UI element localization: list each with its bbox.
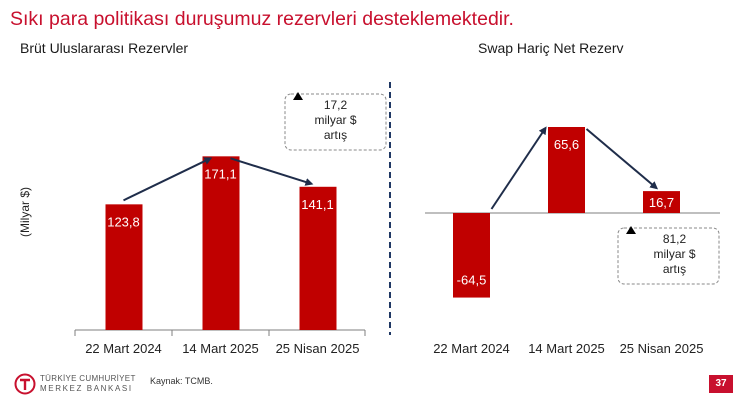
- left-trend-arrow: [230, 157, 314, 186]
- right-category-label: 22 Mart 2024: [433, 341, 510, 356]
- left-bar-value-label: 171,1: [204, 166, 237, 181]
- tcmb-logo: TÜRKİYE CUMHURİYET MERKEZ BANKASI: [14, 372, 144, 398]
- right-chart: -64,5 22 Mart 2024 65,6 14 Mart 2025 16,7 25 …: [425, 126, 720, 356]
- right-bar: [643, 191, 680, 213]
- right-annotation-line: 81,2: [663, 232, 687, 246]
- left-chart: 123,8 22 Mart 2024 171,1 14 Mart 2025 141,1 2…: [18, 92, 387, 356]
- left-annotation-line: milyar $: [314, 113, 356, 127]
- source-note: Kaynak: TCMB.: [150, 376, 213, 386]
- right-annotation-line: milyar $: [653, 247, 695, 261]
- tcmb-emblem-icon: [14, 373, 36, 395]
- y-axis-label: (Milyar $): [18, 187, 32, 237]
- page-number: 37: [709, 375, 733, 393]
- logo-line-2: MERKEZ BANKASI: [40, 384, 133, 393]
- right-annotation-line: artış: [663, 262, 686, 276]
- right-bar-value-label: 65,6: [554, 137, 579, 152]
- left-annotation-line: artış: [324, 128, 347, 142]
- triangle-up-icon: [293, 92, 303, 100]
- left-bar: [299, 186, 337, 330]
- right-trend-arrow: [585, 128, 659, 190]
- left-bar: [202, 156, 240, 330]
- slide-title: Sıkı para politikası duruşumuz rezervler…: [10, 8, 514, 30]
- right-bar: [453, 213, 490, 298]
- left-category-label: 25 Nisan 2025: [276, 341, 360, 356]
- right-category-label: 25 Nisan 2025: [620, 341, 704, 356]
- right-trend-arrow: [490, 126, 547, 210]
- right-annotation-box: [617, 227, 720, 285]
- left-bar: [105, 204, 143, 330]
- right-chart-title: Swap Hariç Net Rezerv: [478, 40, 624, 56]
- left-bar-value-label: 123,8: [107, 214, 140, 229]
- left-chart-title: Brüt Uluslararası Rezervler: [20, 40, 189, 56]
- right-bar: [548, 127, 585, 213]
- left-annotation-line: 17,2: [324, 98, 348, 112]
- right-bar-value-label: 16,7: [649, 195, 674, 210]
- left-annotation-box: [284, 93, 387, 151]
- left-trend-arrow: [123, 157, 213, 202]
- logo-line-1: TÜRKİYE CUMHURİYET: [40, 374, 136, 383]
- left-category-label: 22 Mart 2024: [85, 341, 162, 356]
- left-category-label: 14 Mart 2025: [182, 341, 259, 356]
- right-bar-value-label: -64,5: [457, 273, 487, 288]
- right-category-label: 14 Mart 2025: [528, 341, 605, 356]
- triangle-up-icon: [626, 226, 636, 234]
- left-bar-value-label: 141,1: [301, 197, 334, 212]
